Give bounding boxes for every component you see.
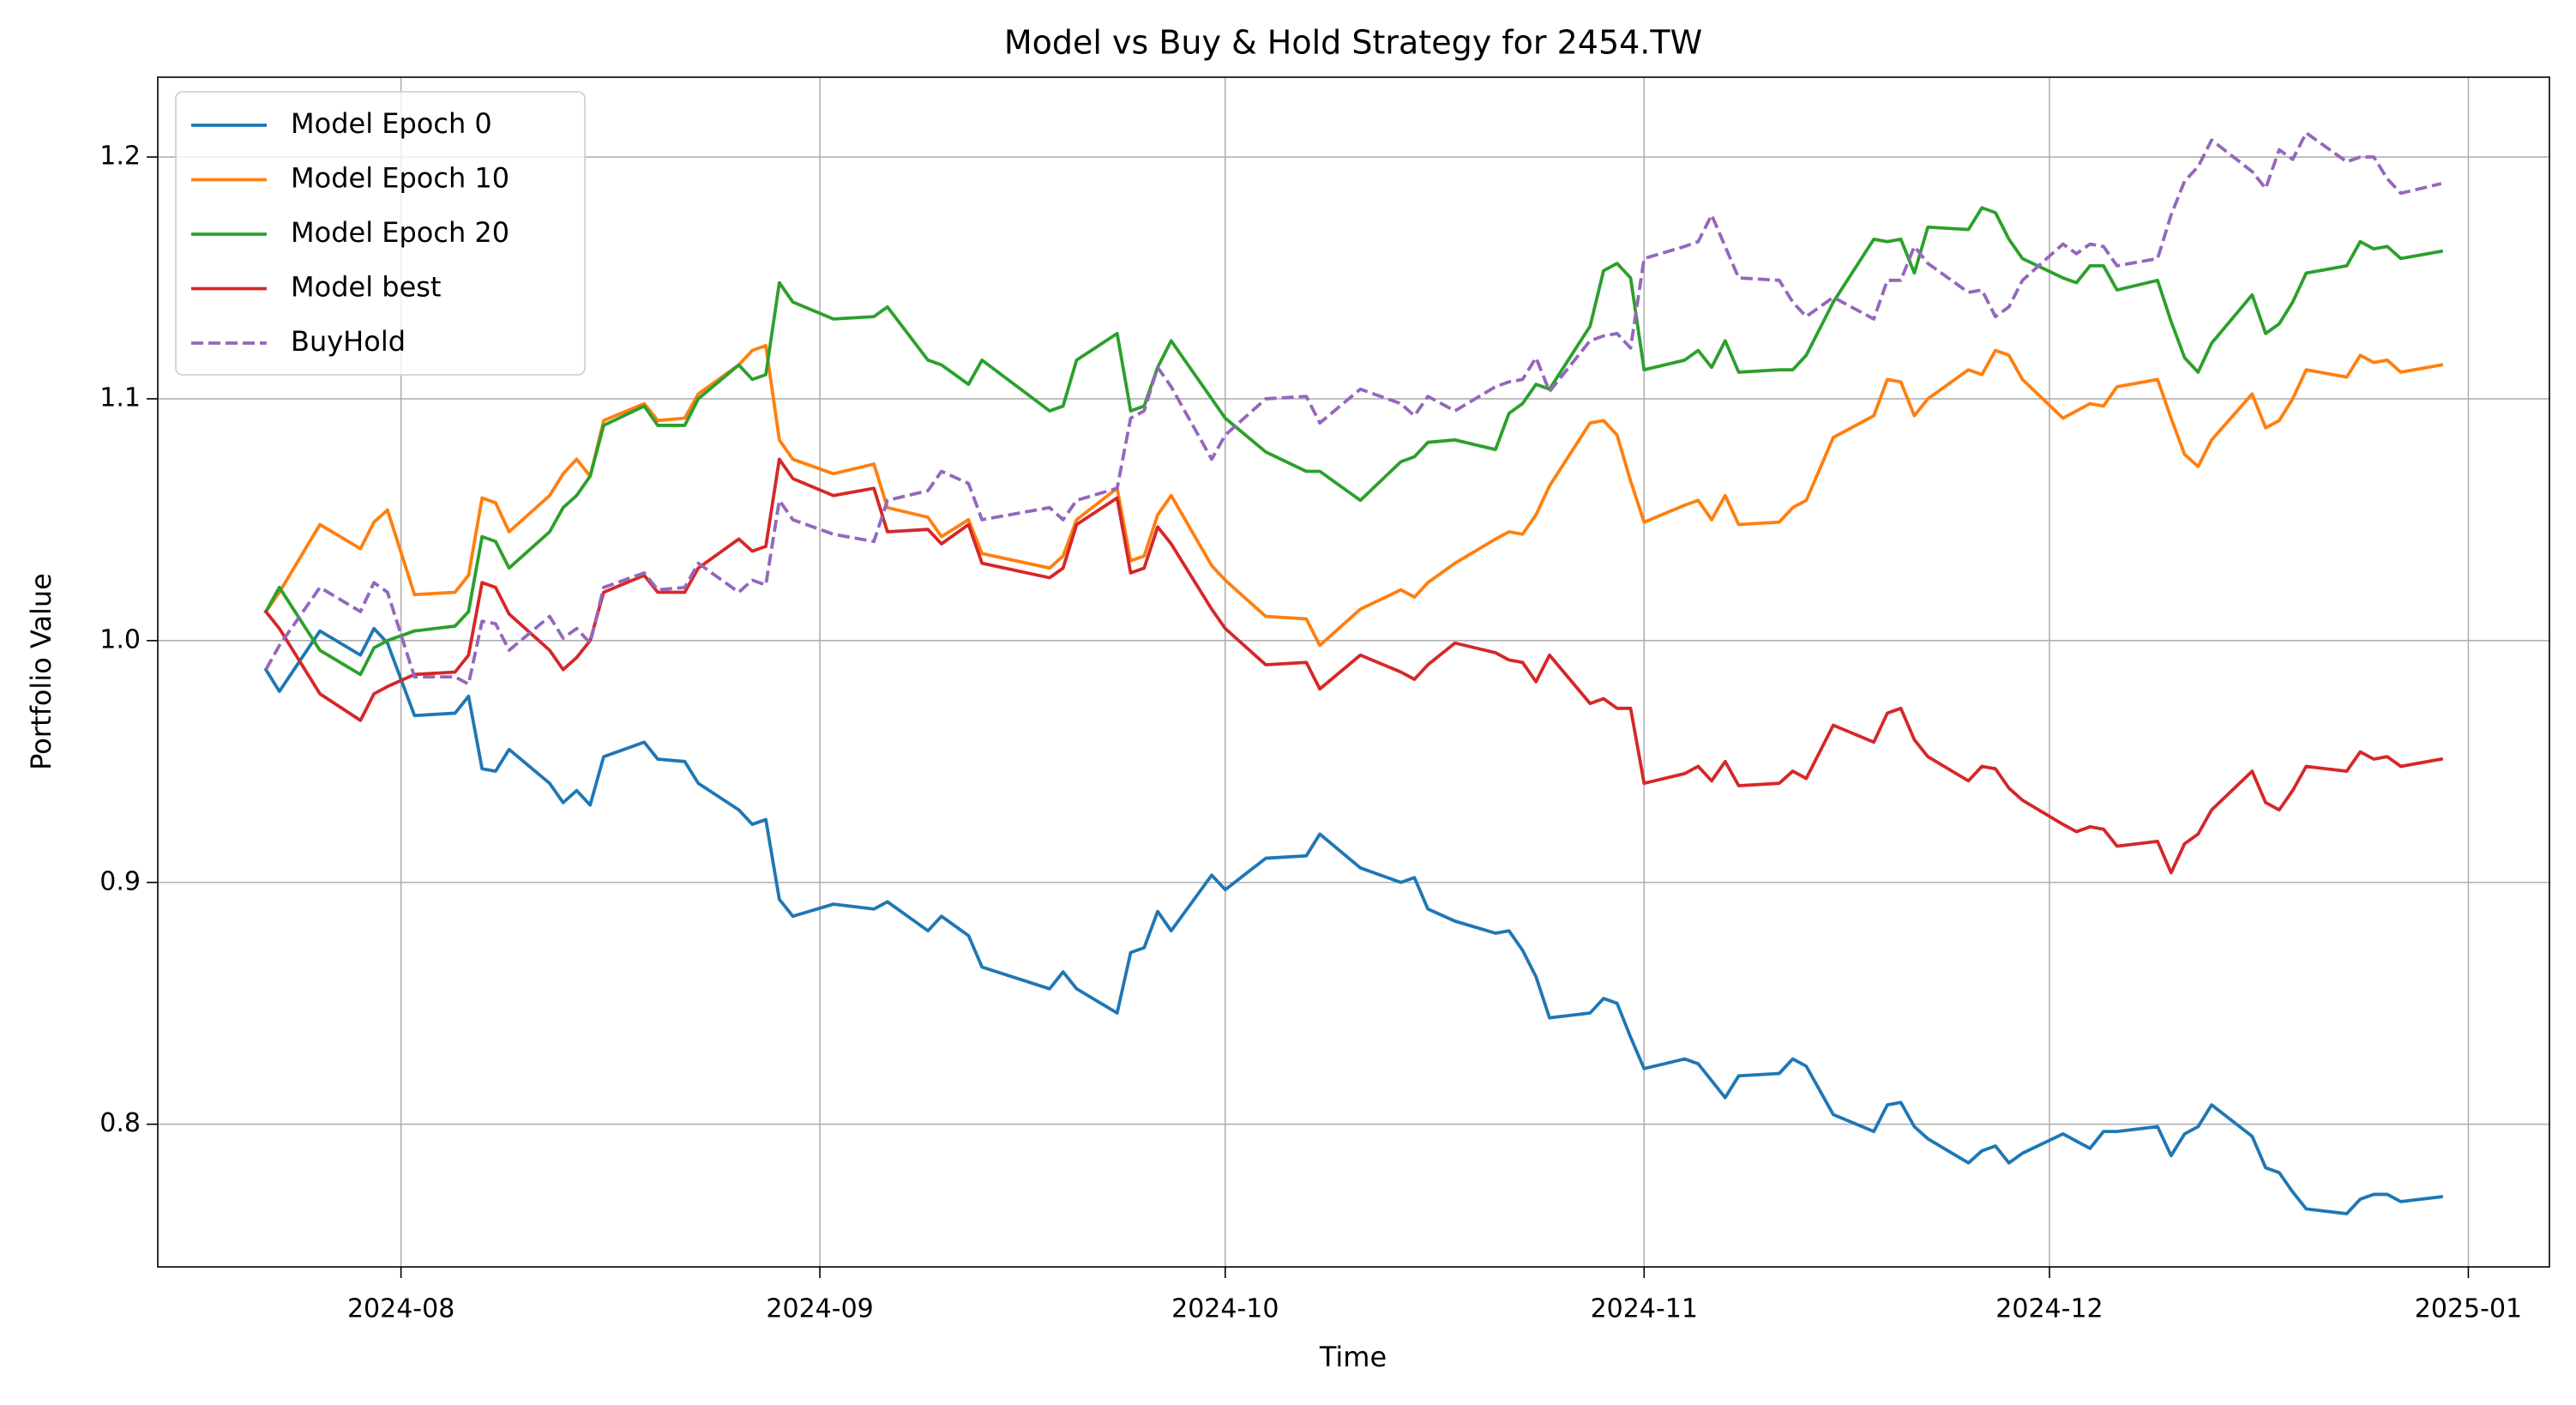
x-tick-label: 2024-08	[347, 1294, 454, 1324]
series-line	[263, 457, 2444, 875]
x-tick-label: 2025-01	[2415, 1294, 2522, 1324]
y-axis-label: Portfolio Value	[25, 573, 57, 770]
chart-title: Model vs Buy & Hold Strategy for 2454.TW	[1004, 24, 1702, 62]
y-tick-label: 0.9	[99, 866, 141, 896]
legend-label: Model best	[291, 271, 441, 304]
series-line	[263, 626, 2444, 1215]
x-tick-label: 2024-12	[1995, 1294, 2103, 1324]
y-tick-label: 0.8	[99, 1108, 141, 1138]
legend-label: Model Epoch 20	[291, 216, 509, 249]
series-line	[263, 206, 2444, 677]
series-line	[264, 130, 2442, 686]
legend-label: Model Epoch 0	[291, 107, 492, 140]
x-tick-label: 2024-10	[1171, 1294, 1279, 1324]
y-tick-label: 1.2	[99, 142, 141, 172]
plot-frame	[157, 76, 2550, 1268]
legend-box	[175, 91, 586, 376]
legend-label: Model Epoch 10	[291, 162, 509, 195]
x-axis-label: Time	[1319, 1341, 1387, 1373]
y-tick-label: 1.0	[99, 624, 141, 654]
legend-label: BuyHold	[291, 325, 406, 358]
x-tick-label: 2024-11	[1591, 1294, 1698, 1324]
series-line	[263, 344, 2444, 648]
x-tick-label: 2024-09	[766, 1294, 873, 1324]
y-tick-label: 1.1	[99, 383, 141, 413]
legend: Model Epoch 0 Model Epoch 10 Model Epoch 2…	[175, 91, 586, 376]
